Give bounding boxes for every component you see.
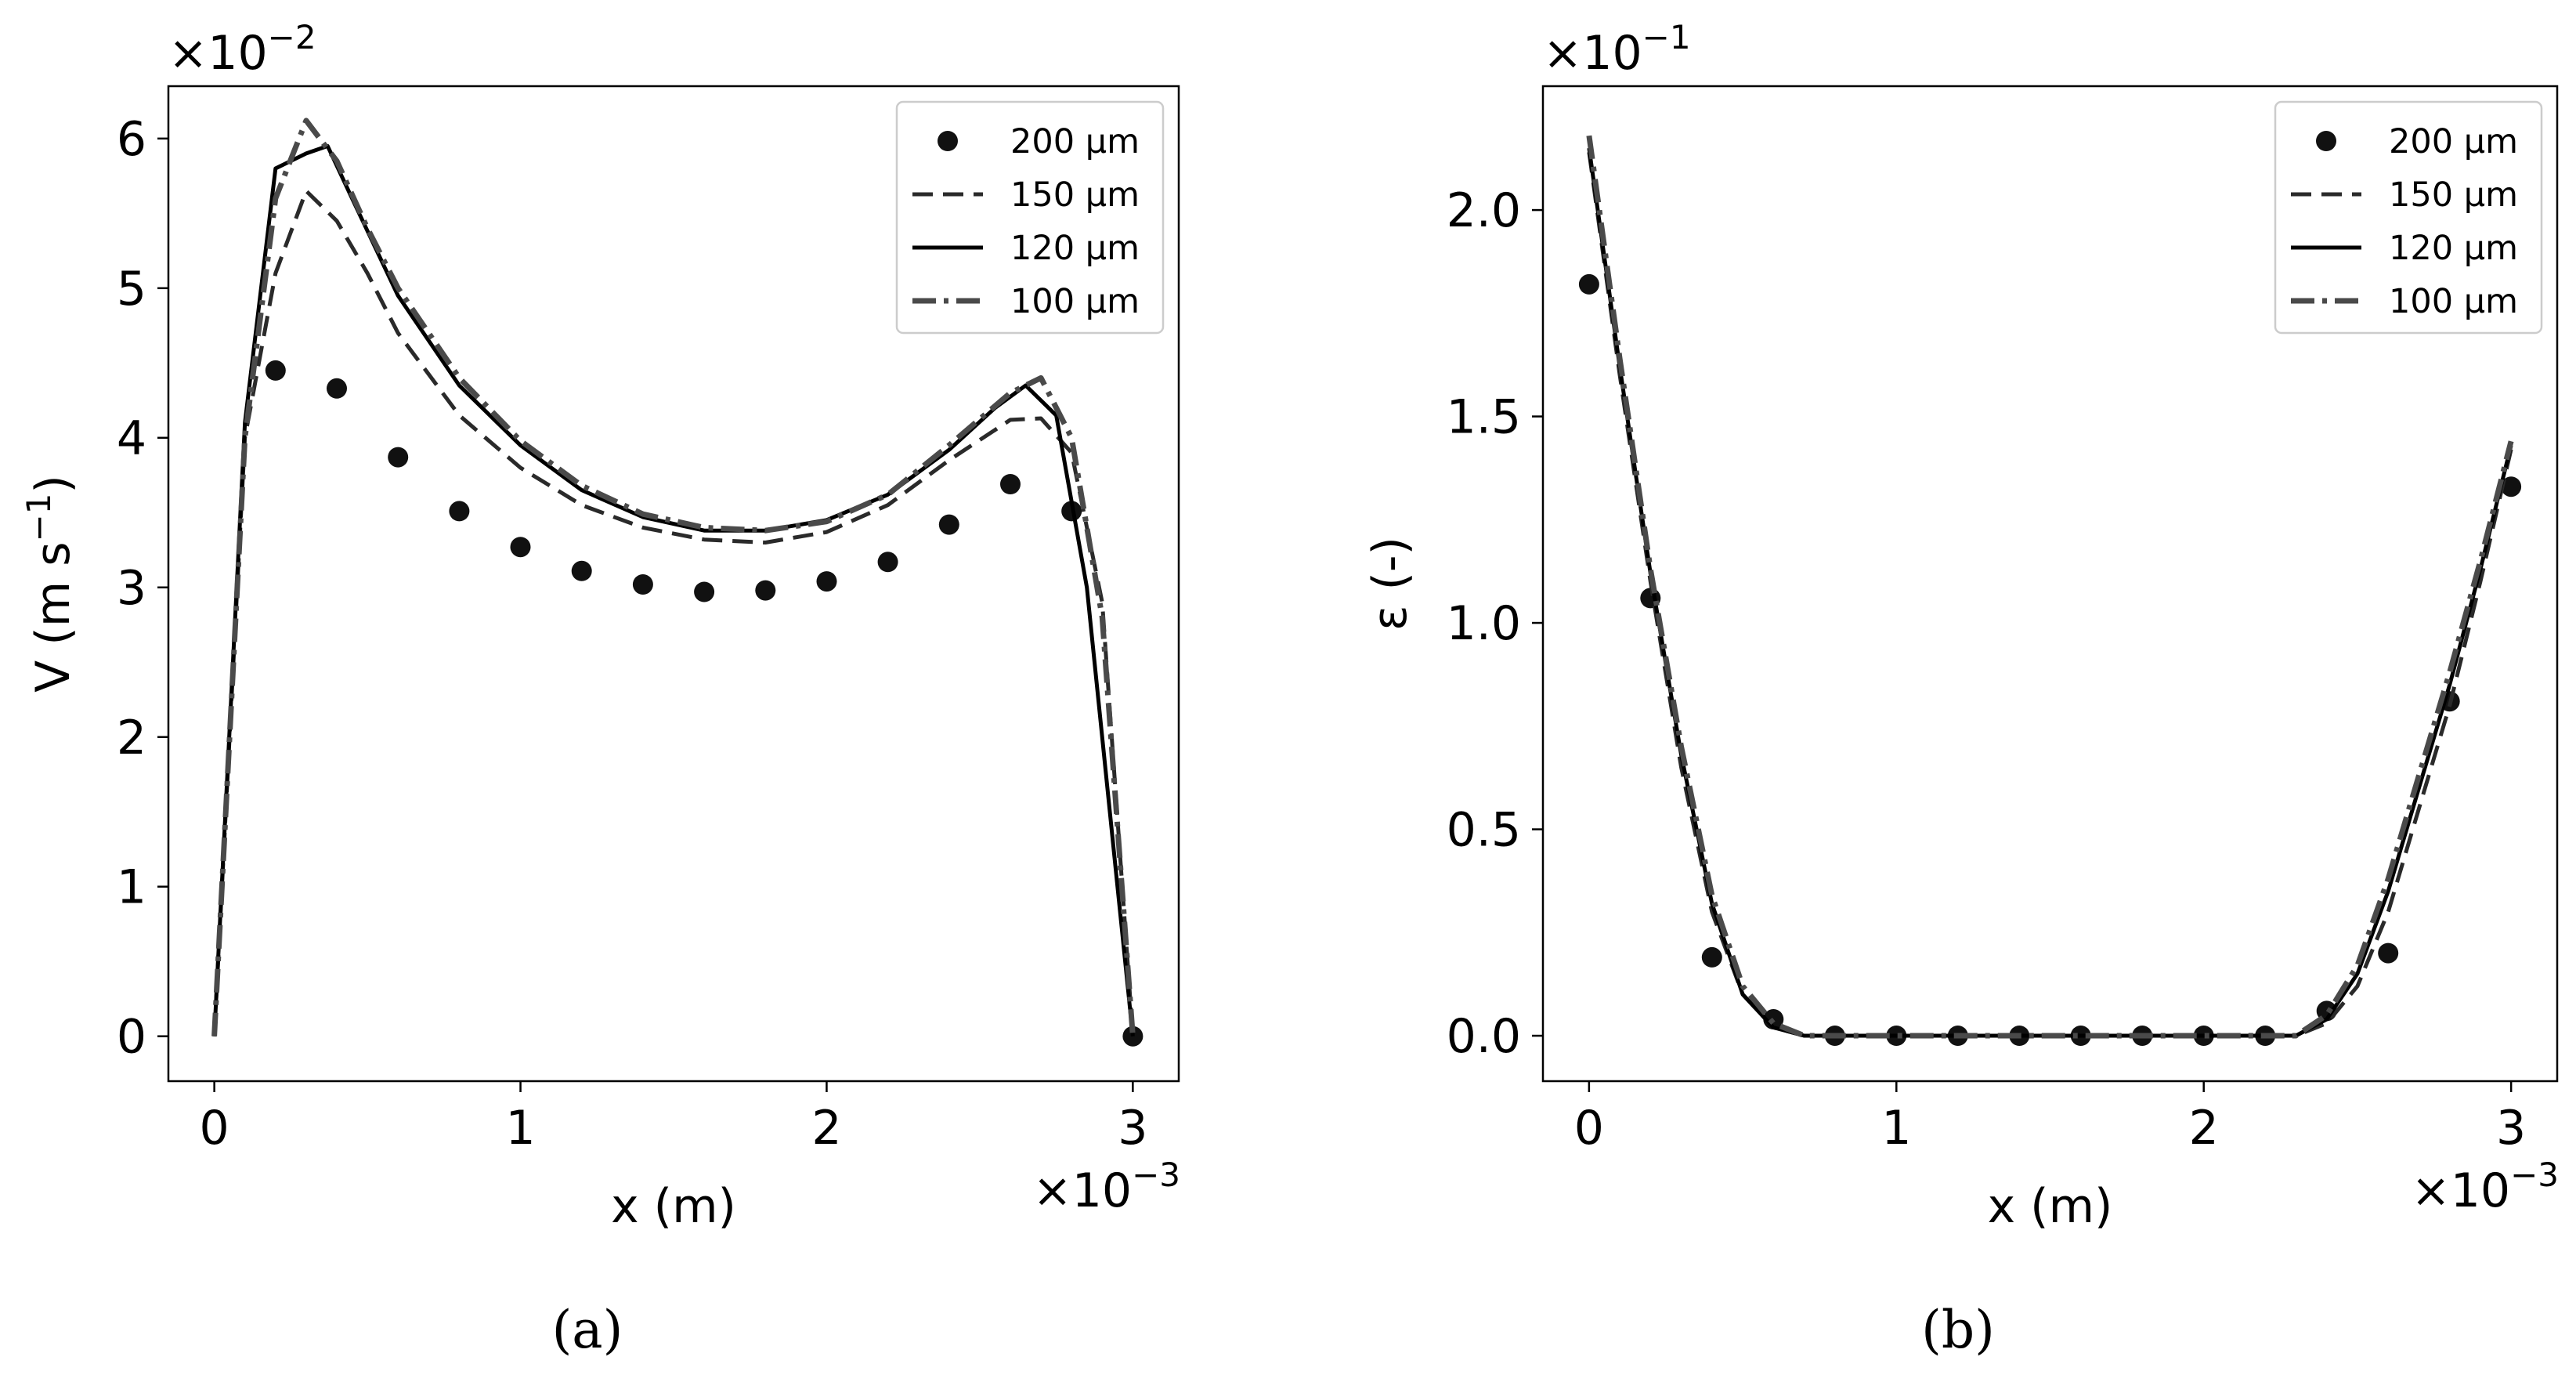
y-multiplier-base: ×10 — [1543, 26, 1642, 81]
series-dashdot — [211, 118, 1136, 1036]
y-tick-label: 6 — [117, 112, 146, 167]
data-point — [265, 360, 286, 381]
y-tick-label: 1.0 — [1447, 596, 1521, 651]
x-tick-label: 0 — [200, 1101, 229, 1156]
chart-panel-b: 0 1 2 30.00.51.01.52.0x (m)ε (-)×10−1×10−32… — [1363, 18, 2559, 1360]
legend-item: 120 μm — [2291, 229, 2518, 268]
data-point — [1701, 946, 1722, 968]
x-tick-label: 2 — [811, 1101, 841, 1156]
x-tick-label: 0 — [1574, 1101, 1604, 1156]
series-line — [212, 143, 1135, 1036]
data-point — [938, 514, 959, 535]
y-axis-label: V (m s−1) — [20, 475, 81, 693]
y-multiplier-exponent: −1 — [1642, 18, 1691, 56]
data-point — [632, 574, 653, 595]
legend-item: 100 μm — [2291, 282, 2518, 321]
y-multiplier: ×10−1 — [1543, 18, 1691, 81]
plot-frame — [167, 85, 1180, 1083]
x-multiplier-exponent: −3 — [2510, 1156, 2559, 1194]
y-multiplier-base: ×10 — [168, 26, 268, 81]
legend-marker — [2316, 131, 2336, 151]
data-point — [816, 571, 837, 592]
legend-item: 100 μm — [912, 282, 1140, 321]
x-tick-label: 1 — [1881, 1101, 1911, 1156]
data-point — [2501, 476, 2522, 497]
plot-frame — [1541, 85, 2559, 1083]
x-multiplier-base: ×10 — [2411, 1163, 2510, 1218]
legend-item: 200 μm — [2316, 122, 2518, 161]
legend-item: 200 μm — [938, 122, 1140, 161]
series-dashed — [212, 189, 1135, 1036]
y-tick-label: 5 — [117, 262, 146, 317]
x-axis-label: x (m) — [1988, 1179, 2113, 1234]
legend-item: 120 μm — [912, 229, 1140, 268]
series-line — [211, 118, 1136, 1036]
y-tick-label: 1 — [117, 860, 146, 915]
y-tick-label: 2 — [117, 711, 146, 765]
data-point — [755, 580, 776, 601]
data-point — [2378, 942, 2399, 964]
legend-label: 100 μm — [2389, 282, 2518, 321]
data-point — [388, 447, 409, 468]
legend-label: 200 μm — [1010, 122, 1140, 161]
data-point — [327, 378, 347, 399]
x-tick-label: 3 — [2496, 1101, 2526, 1156]
y-multiplier: ×10−2 — [168, 18, 316, 81]
legend-label: 200 μm — [2389, 122, 2518, 161]
data-point — [1578, 273, 1599, 295]
data-point — [877, 552, 898, 573]
y-axis-label-end: ) — [26, 475, 81, 493]
legend-label: 100 μm — [1010, 282, 1140, 321]
series-dashdot — [1586, 135, 2514, 1039]
y-tick-label: 1.5 — [1447, 390, 1521, 445]
series-line — [212, 189, 1135, 1036]
y-tick-label: 0 — [117, 1010, 146, 1065]
legend: 200 μm 150 μm 120 μm 100 μm — [895, 100, 1165, 335]
series-line — [1586, 135, 2514, 1039]
y-tick-label: 3 — [117, 561, 146, 616]
y-axis-label-text: V (m s — [26, 542, 81, 693]
x-multiplier: ×10−3 — [1032, 1156, 1180, 1218]
x-multiplier: ×10−3 — [2411, 1156, 2559, 1218]
y-axis-label-exponent: −1 — [20, 494, 58, 542]
x-axis-label: x (m) — [611, 1179, 736, 1234]
legend-item: 150 μm — [2291, 175, 2518, 215]
panel-label: (a) — [552, 1300, 623, 1360]
x-tick-label: 3 — [1118, 1101, 1147, 1156]
y-axis-label: ε (-) — [1363, 537, 1418, 631]
legend-marker — [938, 131, 958, 151]
y-tick-label: 4 — [117, 411, 146, 466]
x-tick-label: 2 — [2189, 1101, 2219, 1156]
legend-frame — [2274, 100, 2543, 335]
x-multiplier-exponent: −3 — [1132, 1156, 1180, 1194]
legend-label: 120 μm — [2389, 229, 2518, 268]
x-tick-label: 1 — [505, 1101, 535, 1156]
series-solid — [212, 143, 1135, 1036]
legend-label: 120 μm — [1010, 229, 1140, 268]
y-tick-label: 0.0 — [1447, 1009, 1521, 1064]
x-multiplier-base: ×10 — [1032, 1163, 1132, 1218]
panel-label: (b) — [1921, 1300, 1995, 1360]
data-point — [510, 537, 531, 558]
legend-item: 150 μm — [912, 175, 1140, 215]
data-point — [694, 581, 715, 602]
legend-label: 150 μm — [2389, 175, 2518, 215]
series-dots — [265, 360, 1143, 1047]
data-point — [1000, 474, 1021, 494]
legend-label: 150 μm — [1010, 175, 1140, 215]
data-point — [449, 501, 470, 522]
legend: 200 μm 150 μm 120 μm 100 μm — [2274, 100, 2543, 335]
data-point — [571, 560, 592, 581]
y-tick-label: 2.0 — [1447, 183, 1521, 238]
y-multiplier-exponent: −2 — [268, 18, 316, 56]
y-tick-label: 0.5 — [1447, 803, 1521, 858]
legend-frame — [895, 100, 1165, 335]
y-axis-label-text: ε (-) — [1363, 537, 1418, 631]
